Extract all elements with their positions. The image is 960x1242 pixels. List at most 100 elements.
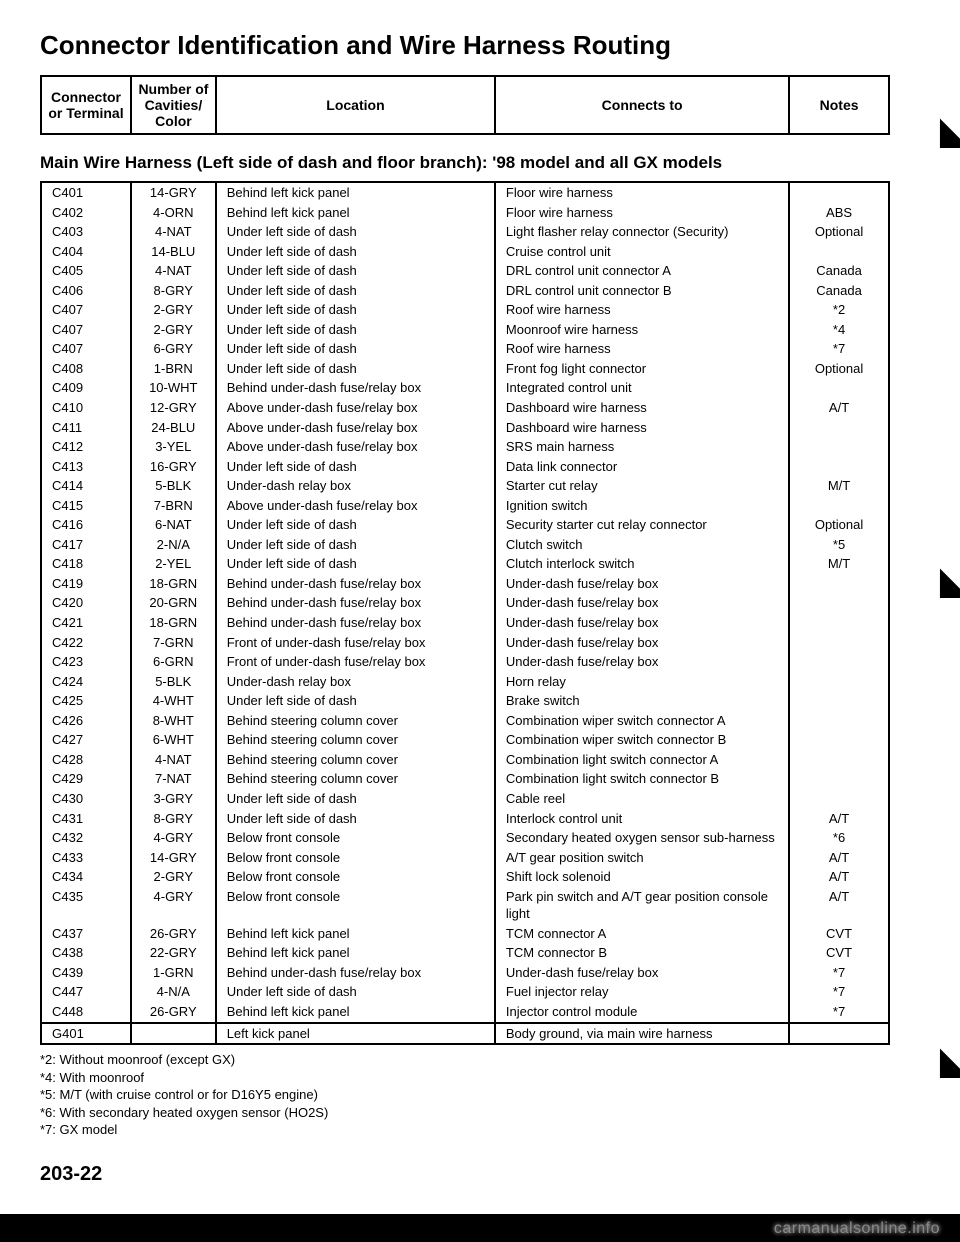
cavities-color: 8-GRY xyxy=(131,809,216,829)
table-row: C4172-N/AUnder left side of dashClutch s… xyxy=(41,535,889,555)
notes: *5 xyxy=(789,535,889,555)
connector-id: C447 xyxy=(41,982,131,1002)
notes: Canada xyxy=(789,281,889,301)
location: Under left side of dash xyxy=(216,261,495,281)
location: Under left side of dash xyxy=(216,359,495,379)
connector-id: C409 xyxy=(41,378,131,398)
notes xyxy=(789,418,889,438)
connects-to: Secondary heated oxygen sensor sub-harne… xyxy=(495,828,789,848)
connects-to: Front fog light connector xyxy=(495,359,789,379)
connector-id: C415 xyxy=(41,496,131,516)
connects-to: Combination wiper switch connector B xyxy=(495,730,789,750)
cavities-color: 16-GRY xyxy=(131,457,216,477)
connector-id: C420 xyxy=(41,593,131,613)
location: Behind under-dash fuse/relay box xyxy=(216,574,495,594)
connects-to: SRS main harness xyxy=(495,437,789,457)
connects-to: Fuel injector relay xyxy=(495,982,789,1002)
page-title: Connector Identification and Wire Harnes… xyxy=(40,30,920,61)
connects-to: Moonroof wire harness xyxy=(495,320,789,340)
cavities-color: 7-NAT xyxy=(131,769,216,789)
table-row: C43314-GRYBelow front consoleA/T gear po… xyxy=(41,848,889,868)
cavities-color: 14-BLU xyxy=(131,242,216,262)
notes: A/T xyxy=(789,398,889,418)
connects-to: DRL control unit connector B xyxy=(495,281,789,301)
connector-id: C432 xyxy=(41,828,131,848)
connector-id: C416 xyxy=(41,515,131,535)
notes: A/T xyxy=(789,809,889,829)
location: Below front console xyxy=(216,848,495,868)
connector-id: G401 xyxy=(41,1023,131,1045)
table-row: C44826-GRYBehind left kick panelInjector… xyxy=(41,1002,889,1023)
connects-to: Cruise control unit xyxy=(495,242,789,262)
connects-to: Combination light switch connector A xyxy=(495,750,789,770)
table-row: C40114-GRYBehind left kick panelFloor wi… xyxy=(41,182,889,203)
cavities-color: 4-N/A xyxy=(131,982,216,1002)
notes xyxy=(789,457,889,477)
notes: M/T xyxy=(789,554,889,574)
notes xyxy=(789,378,889,398)
header-col-notes: Notes xyxy=(789,76,889,134)
connects-to: Park pin switch and A/T gear position co… xyxy=(495,887,789,924)
notes xyxy=(789,613,889,633)
table-row: C4068-GRYUnder left side of dashDRL cont… xyxy=(41,281,889,301)
connects-to: Dashboard wire harness xyxy=(495,398,789,418)
notes xyxy=(789,496,889,516)
connects-to: TCM connector B xyxy=(495,943,789,963)
location: Behind steering column cover xyxy=(216,730,495,750)
connector-id: C408 xyxy=(41,359,131,379)
notes xyxy=(789,672,889,692)
connector-id: C424 xyxy=(41,672,131,692)
cavities-color: 7-GRN xyxy=(131,633,216,653)
cavities-color: 24-BLU xyxy=(131,418,216,438)
notes xyxy=(789,1023,889,1045)
footnote-line: *2: Without moonroof (except GX) xyxy=(40,1051,920,1069)
connector-id: C405 xyxy=(41,261,131,281)
table-row: C4324-GRYBelow front consoleSecondary he… xyxy=(41,828,889,848)
connector-id: C430 xyxy=(41,789,131,809)
table-row: C4342-GRYBelow front consoleShift lock s… xyxy=(41,867,889,887)
location: Below front console xyxy=(216,867,495,887)
cavities-color: 6-NAT xyxy=(131,515,216,535)
footer-bar: carmanualsonline.info xyxy=(0,1214,960,1242)
location: Above under-dash fuse/relay box xyxy=(216,496,495,516)
table-row: C4182-YELUnder left side of dashClutch i… xyxy=(41,554,889,574)
connector-id: C428 xyxy=(41,750,131,770)
connects-to: Clutch switch xyxy=(495,535,789,555)
location: Behind left kick panel xyxy=(216,1002,495,1023)
connector-id: C448 xyxy=(41,1002,131,1023)
notes: Optional xyxy=(789,222,889,242)
connector-id: C439 xyxy=(41,963,131,983)
table-row: C4303-GRYUnder left side of dashCable re… xyxy=(41,789,889,809)
connector-id: C429 xyxy=(41,769,131,789)
notes xyxy=(789,769,889,789)
table-row: C4318-GRYUnder left side of dashInterloc… xyxy=(41,809,889,829)
table-row: C4391-GRNBehind under-dash fuse/relay bo… xyxy=(41,963,889,983)
notes: *4 xyxy=(789,320,889,340)
connector-id: C425 xyxy=(41,691,131,711)
table-row: C4024-ORNBehind left kick panelFloor wir… xyxy=(41,203,889,223)
cavities-color: 26-GRY xyxy=(131,924,216,944)
connects-to: Roof wire harness xyxy=(495,300,789,320)
table-row: C4276-WHTBehind steering column coverCom… xyxy=(41,730,889,750)
connects-to: Under-dash fuse/relay box xyxy=(495,593,789,613)
cavities-color: 8-GRY xyxy=(131,281,216,301)
cavities-color: 6-GRY xyxy=(131,339,216,359)
table-row: C4166-NATUnder left side of dashSecurity… xyxy=(41,515,889,535)
cavities-color: 18-GRN xyxy=(131,613,216,633)
cavities-color: 2-YEL xyxy=(131,554,216,574)
location: Behind under-dash fuse/relay box xyxy=(216,963,495,983)
connector-id: C433 xyxy=(41,848,131,868)
notes xyxy=(789,593,889,613)
connector-id: C421 xyxy=(41,613,131,633)
connects-to: Brake switch xyxy=(495,691,789,711)
table-row: C4354-GRYBelow front consolePark pin swi… xyxy=(41,887,889,924)
connector-id: C422 xyxy=(41,633,131,653)
connects-to: Cable reel xyxy=(495,789,789,809)
connector-table: C40114-GRYBehind left kick panelFloor wi… xyxy=(40,181,890,1045)
location: Below front console xyxy=(216,828,495,848)
watermark: carmanualsonline.info xyxy=(774,1220,940,1238)
connects-to: Integrated control unit xyxy=(495,378,789,398)
notes xyxy=(789,730,889,750)
header-col-location: Location xyxy=(216,76,495,134)
connects-to: Combination light switch connector B xyxy=(495,769,789,789)
